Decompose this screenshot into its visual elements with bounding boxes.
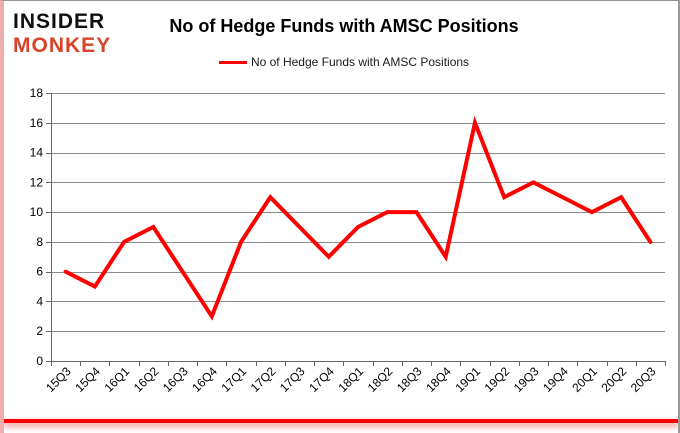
svg-text:19Q3: 19Q3 xyxy=(511,364,542,395)
insider-monkey-logo: INSIDER MONKEY xyxy=(13,10,111,58)
svg-text:17Q4: 17Q4 xyxy=(306,364,337,395)
gridlines xyxy=(51,93,665,332)
svg-text:20Q3: 20Q3 xyxy=(628,364,659,395)
axes xyxy=(46,93,666,366)
svg-text:20Q2: 20Q2 xyxy=(599,364,630,395)
svg-text:16: 16 xyxy=(30,116,44,130)
line-chart-canvas: 02468101214161815Q315Q416Q116Q216Q316Q41… xyxy=(30,86,666,395)
svg-text:18Q2: 18Q2 xyxy=(365,364,396,395)
svg-text:4: 4 xyxy=(36,294,43,308)
svg-text:17Q3: 17Q3 xyxy=(277,364,308,395)
svg-text:8: 8 xyxy=(36,235,43,249)
svg-text:6: 6 xyxy=(36,265,43,279)
bottom-red-divider xyxy=(4,419,678,423)
svg-text:0: 0 xyxy=(36,354,43,368)
svg-text:19Q1: 19Q1 xyxy=(452,364,483,395)
svg-text:16Q4: 16Q4 xyxy=(189,364,220,395)
svg-text:12: 12 xyxy=(30,175,44,189)
svg-text:2: 2 xyxy=(36,324,43,338)
svg-text:18: 18 xyxy=(30,86,44,100)
svg-text:17Q2: 17Q2 xyxy=(248,364,279,395)
x-axis-labels: 15Q315Q416Q116Q216Q316Q417Q117Q217Q317Q4… xyxy=(43,364,659,395)
svg-text:18Q4: 18Q4 xyxy=(423,364,454,395)
svg-text:18Q3: 18Q3 xyxy=(394,364,425,395)
data-series-line xyxy=(63,115,653,321)
legend-label: No of Hedge Funds with AMSC Positions xyxy=(250,55,470,69)
svg-text:17Q1: 17Q1 xyxy=(219,364,250,395)
svg-text:19Q4: 19Q4 xyxy=(540,364,571,395)
svg-text:16Q3: 16Q3 xyxy=(160,364,191,395)
svg-text:10: 10 xyxy=(30,205,44,219)
logo-word-insider: INSIDER xyxy=(13,10,106,33)
y-axis-labels: 0 2 4 6 8 10 12 14 16 18 xyxy=(30,86,44,368)
svg-text:16Q2: 16Q2 xyxy=(131,364,162,395)
svg-text:18Q1: 18Q1 xyxy=(335,364,366,395)
svg-text:14: 14 xyxy=(30,146,44,160)
svg-text:16Q1: 16Q1 xyxy=(102,364,133,395)
svg-text:19Q2: 19Q2 xyxy=(482,364,513,395)
legend-line-swatch xyxy=(218,60,247,64)
svg-text:15Q4: 15Q4 xyxy=(72,364,103,395)
svg-text:15Q3: 15Q3 xyxy=(43,364,74,395)
chart-title: No of Hedge Funds with AMSC Positions xyxy=(169,16,519,36)
logo-word-monkey: MONKEY xyxy=(13,34,112,57)
svg-text:20Q1: 20Q1 xyxy=(569,364,600,395)
chart-legend: No of Hedge Funds with AMSC Positions xyxy=(4,55,678,69)
